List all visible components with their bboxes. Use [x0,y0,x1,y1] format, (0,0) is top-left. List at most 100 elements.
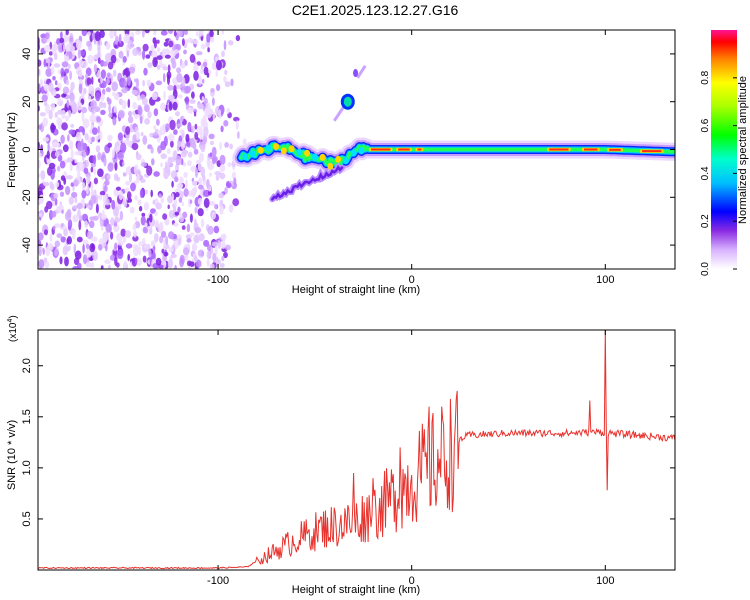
noise-speckle [242,138,247,147]
noise-speckle [112,206,119,217]
noise-speckle [193,111,197,117]
noise-speckle [135,78,139,89]
noise-speckle [102,102,107,109]
noise-speckle [123,200,127,208]
spectrogram-xtick-label: 100 [596,274,614,286]
noise-speckle [158,221,164,232]
noise-speckle [59,256,63,265]
noise-speckle [155,202,162,210]
noise-speckle [132,235,139,242]
snr-xtick-label: 100 [596,575,614,587]
noise-speckle [195,31,199,37]
noise-speckle [82,239,89,245]
noise-speckle [167,49,171,55]
noise-speckle [215,60,223,71]
noise-speckle [142,79,146,87]
noise-speckle [176,145,180,152]
noise-speckle [201,96,205,102]
noise-speckle [173,30,177,37]
noise-speckle [71,102,78,113]
noise-speckle [100,109,106,116]
noise-speckle [70,81,75,91]
noise-speckle [74,159,78,164]
noise-speckle [160,102,166,111]
noise-speckle [161,230,167,238]
noise-speckle [121,100,127,110]
noise-speckle [65,30,69,36]
noise-speckle [133,230,137,238]
noise-speckle [163,261,167,268]
noise-speckle [199,30,204,37]
noise-speckle [112,69,117,77]
noise-speckle [59,160,66,169]
noise-speckle [90,100,97,109]
noise-speckle [66,175,73,180]
noise-speckle [127,253,130,261]
noise-speckle [52,225,56,231]
noise-speckle [144,118,151,125]
noise-speckle [132,101,138,110]
noise-speckle [91,136,95,143]
noise-speckle [177,237,182,246]
noise-speckle [186,260,192,267]
noise-speckle [206,258,210,267]
noise-speckle [61,122,68,131]
noise-speckle [38,124,43,131]
noise-speckle [93,167,96,176]
noise-speckle [174,188,182,194]
noise-speckle [203,66,209,76]
noise-speckle [81,182,86,192]
noise-speckle [180,115,184,123]
ridge-blob [304,149,311,157]
noise-speckle [210,88,215,93]
noise-speckle [158,193,162,199]
noise-speckle [98,243,103,251]
noise-speckle [214,171,222,176]
noise-speckle [171,193,174,202]
snr-multiplier-exp: 4 [7,319,14,323]
noise-speckle [115,146,122,151]
noise-speckle [106,78,110,85]
noise-speckle [132,110,136,116]
noise-speckle [61,93,66,98]
noise-speckle [99,101,104,109]
noise-speckle [82,149,86,158]
noise-speckle [137,50,142,56]
ridge-blob [249,150,256,158]
noise-speckle [189,213,193,223]
noise-speckle [167,204,170,210]
noise-speckle [65,55,70,63]
noise-speckle [92,154,97,165]
ridge-blob [242,153,249,161]
noise-speckle [144,30,150,34]
snr-ticks: -100 0 100 0.5 1.0 1.5 2.0 [21,330,675,587]
noise-speckle [163,251,169,257]
noise-speckle [183,188,189,197]
noise-speckle [69,92,75,103]
noise-speckle [141,212,146,217]
noise-speckle [151,158,155,166]
noise-speckle [219,164,226,173]
spectrogram-xtick-label: 0 [409,274,415,286]
noise-speckle [159,235,164,244]
noise-speckle [150,189,153,198]
noise-speckle [91,236,98,242]
noise-speckle [203,239,210,247]
noise-speckle [107,162,114,172]
noise-speckle [139,188,144,199]
noise-speckle [92,127,98,135]
noise-speckle [127,98,131,108]
noise-speckle [103,157,107,167]
noise-speckle [181,201,185,207]
noise-speckle [122,172,127,177]
noise-speckle [194,255,198,261]
snr-multiplier-base: (x10 [8,322,19,342]
noise-speckle [161,248,165,254]
noise-speckle [154,57,157,65]
noise-speckle [150,44,155,52]
noise-speckle [81,106,88,114]
noise-speckle [207,47,210,53]
noise-speckle [68,35,74,44]
noise-speckle [50,66,55,75]
noise-speckle [108,264,111,269]
